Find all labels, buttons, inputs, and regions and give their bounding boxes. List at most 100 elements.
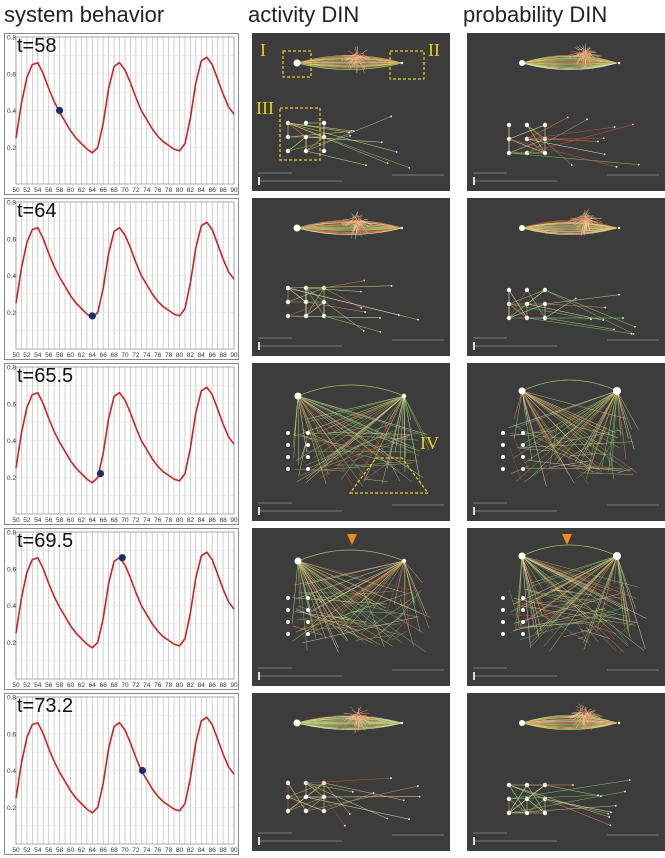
- network-edge: [306, 395, 405, 423]
- network-edge: [518, 555, 523, 627]
- x-tick-label: 66: [100, 352, 108, 359]
- network-edge: [397, 589, 422, 621]
- network-edge: [521, 390, 569, 475]
- network-edge: [515, 555, 523, 631]
- x-tick-label: 80: [176, 847, 184, 854]
- series-line: [15, 386, 235, 484]
- network-edge: [526, 289, 546, 319]
- cluster-edge: [586, 52, 596, 64]
- network-edge: [526, 119, 588, 154]
- network-edge: [305, 287, 361, 292]
- network-edge: [526, 784, 546, 814]
- network-edge: [544, 798, 611, 826]
- cluster-edge: [584, 708, 587, 714]
- x-tick-label: 54: [34, 682, 42, 689]
- network-node: [285, 808, 291, 814]
- network-edge: [579, 427, 615, 437]
- network-edge: [521, 390, 547, 487]
- network-edge: [590, 390, 618, 447]
- network-edge: [580, 629, 610, 639]
- network-edge: [403, 395, 430, 444]
- network-edge: [526, 124, 572, 166]
- x-tick-label: 78: [165, 187, 173, 194]
- network-edge: [305, 796, 410, 820]
- network-edge: [513, 593, 621, 624]
- probability-network-panel: [467, 693, 665, 851]
- network-node: [631, 123, 634, 126]
- series-line: [15, 56, 235, 154]
- network-edge: [521, 223, 618, 229]
- network-edge: [528, 622, 585, 627]
- network-edge: [300, 560, 405, 630]
- cluster-edge: [354, 719, 357, 733]
- network-edge: [296, 722, 403, 730]
- network-edge: [526, 124, 546, 140]
- network-edge: [622, 590, 631, 626]
- network-edge: [536, 555, 618, 600]
- network-edge: [511, 599, 617, 634]
- network-edge: [588, 616, 605, 634]
- network-node: [400, 61, 404, 65]
- network-edge: [554, 589, 573, 592]
- network-edge: [287, 287, 307, 303]
- x-tick-label: 72: [132, 187, 140, 194]
- network-edge: [569, 454, 594, 456]
- time-slider-handle: [473, 672, 475, 680]
- time-annotation: t=58: [17, 35, 57, 57]
- y-tick-label: 0.2: [7, 805, 16, 812]
- x-tick-label: 68: [110, 352, 118, 359]
- time-slider-handle: [473, 177, 475, 185]
- network-edge: [521, 390, 590, 425]
- x-tick-label: 86: [209, 352, 217, 359]
- network-edge: [622, 619, 637, 632]
- network-node: [362, 329, 365, 332]
- cluster-edge: [581, 220, 590, 230]
- line-chart-svg: 0.2 0.4 0.6 0.8 50 52 54 56 58 60 62 64 66 68 70 72 74 76…: [7, 200, 238, 360]
- network-edge: [549, 390, 618, 441]
- network-node: [574, 297, 577, 300]
- network-node: [622, 317, 624, 319]
- network-edge: [513, 598, 637, 623]
- network-edge: [296, 62, 403, 68]
- network-edge: [296, 60, 403, 64]
- cluster-edge: [355, 714, 359, 733]
- y-tick-label: 0.4: [7, 438, 16, 445]
- network-edge: [521, 720, 618, 724]
- cluster-edge: [344, 55, 369, 60]
- y-tick-label: 0.6: [7, 731, 16, 738]
- x-tick-label: 82: [187, 187, 195, 194]
- cluster-edge: [572, 703, 582, 717]
- x-tick-label: 74: [143, 847, 151, 854]
- cluster-edge: [576, 56, 582, 65]
- x-tick-label: 72: [132, 352, 140, 359]
- network-edge: [305, 287, 364, 332]
- network-edge: [296, 715, 403, 724]
- network-edge: [510, 555, 618, 634]
- network-edge: [531, 597, 624, 604]
- network-edge: [297, 395, 352, 480]
- network-node: [624, 790, 626, 793]
- network-edge: [544, 784, 601, 797]
- network-edge: [296, 718, 403, 724]
- network-edge: [551, 594, 599, 603]
- network-edge: [354, 434, 368, 446]
- network-edge: [297, 395, 369, 481]
- network-edge: [293, 560, 405, 586]
- network-edge: [357, 430, 409, 438]
- network-edge: [596, 436, 616, 471]
- network-edge: [337, 429, 378, 467]
- network-node: [610, 811, 612, 814]
- network-edge: [533, 441, 594, 469]
- cluster-edge: [571, 712, 588, 724]
- network-edge: [297, 560, 348, 641]
- network-edge: [576, 390, 618, 470]
- network-edge: [543, 624, 563, 647]
- network-edge: [330, 560, 405, 620]
- network-edge: [323, 782, 350, 815]
- network-edge: [544, 303, 606, 308]
- network-edge: [403, 395, 412, 421]
- y-tick-label: 0.4: [7, 768, 16, 775]
- x-tick-label: 58: [56, 352, 64, 359]
- network-edge: [320, 612, 348, 642]
- network-edge: [297, 560, 344, 613]
